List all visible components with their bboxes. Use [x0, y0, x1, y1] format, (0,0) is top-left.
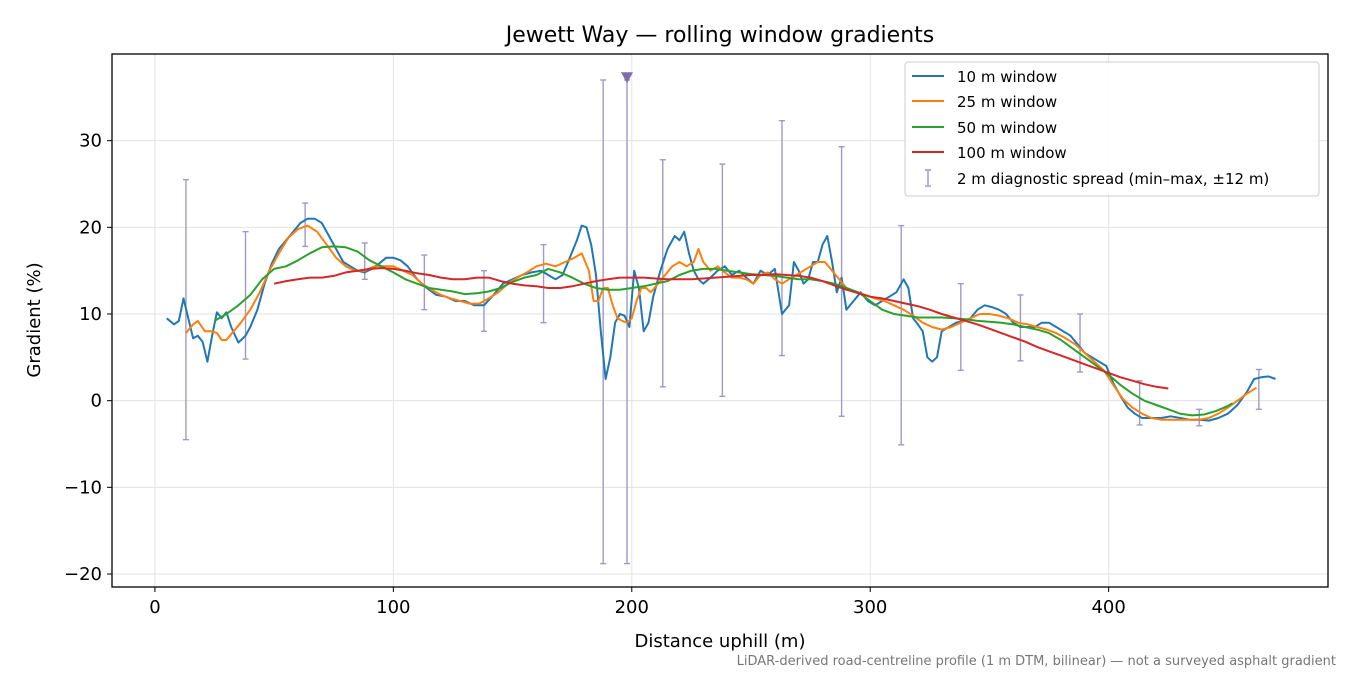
footnote: LiDAR-derived road-centreline profile (1… — [737, 654, 1336, 669]
x-tick-label: 200 — [615, 597, 649, 618]
y-axis-label: Gradient (%) — [24, 262, 45, 377]
spread-error-bar — [1196, 408, 1203, 427]
spread-error-bar — [778, 120, 785, 357]
y-tick-label: 10 — [79, 304, 102, 325]
plot-area — [166, 72, 1276, 565]
chart-title: Jewett Way — rolling window gradients — [504, 23, 934, 48]
spread-error-bar — [1255, 368, 1262, 411]
x-axis-label: Distance uphill (m) — [635, 631, 806, 652]
axis-ticks: 0 100 200 300 400 −20 −10 0 10 20 30 — [64, 131, 1126, 618]
legend-label-100m: 100 m window — [957, 144, 1067, 162]
legend-box — [904, 61, 1320, 197]
x-tick-label: 0 — [149, 597, 160, 618]
y-tick-label: 30 — [79, 131, 102, 152]
series-line-w100 — [273, 267, 1169, 390]
legend-label-10m: 10 m window — [957, 68, 1057, 86]
spread-error-bar — [898, 224, 905, 446]
legend-label-25m: 25 m window — [957, 93, 1057, 111]
y-tick-label: −20 — [64, 564, 102, 585]
spread-error-bar — [957, 282, 964, 372]
plot-frame — [111, 53, 1329, 588]
clipped-value-marker — [621, 72, 634, 84]
legend-label-50m: 50 m window — [957, 119, 1057, 137]
y-tick-label: 0 — [91, 391, 102, 412]
spread-error-bar — [600, 79, 607, 565]
legend: 10 m window 25 m window 50 m window 100 … — [904, 61, 1320, 197]
series-line-w10 — [166, 217, 1276, 422]
legend-swatch-spread — [925, 169, 931, 187]
spread-error-bar — [719, 163, 726, 398]
spread-error-bar — [659, 159, 666, 388]
x-tick-label: 300 — [853, 597, 887, 618]
y-tick-label: −10 — [64, 477, 102, 498]
y-tick-label: 20 — [79, 217, 102, 238]
spread-error-bar — [242, 230, 249, 360]
x-tick-label: 100 — [376, 597, 410, 618]
legend-label-spread: 2 m diagnostic spread (min–max, ±12 m) — [957, 170, 1269, 188]
spread-error-bar — [421, 254, 428, 311]
spread-error-bar — [540, 243, 547, 324]
spread-error-bar — [302, 202, 309, 248]
x-tick-label: 400 — [1091, 597, 1125, 618]
